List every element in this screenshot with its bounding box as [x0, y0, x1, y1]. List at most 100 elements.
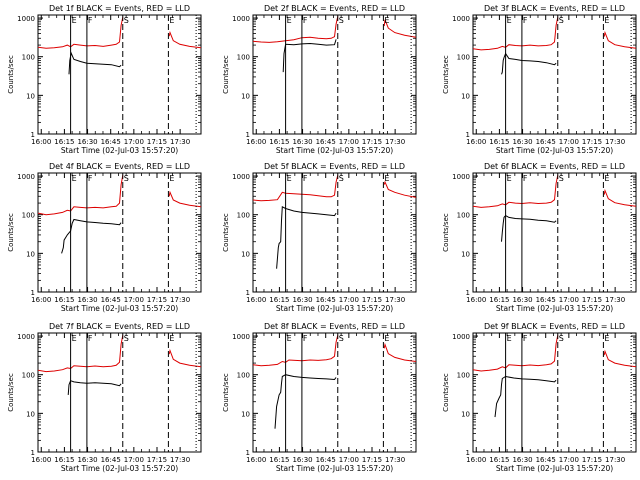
y-tick-label: 10 — [461, 92, 470, 100]
y-tick-label: 10 — [26, 410, 35, 418]
detector-panel: Det 9f BLACK = Events, RED = LLD 1 10 100 10… — [442, 322, 637, 473]
y-tick-label: 1000 — [232, 333, 250, 341]
events-series-line — [501, 52, 557, 75]
y-axis-title: Counts/sec — [222, 213, 230, 252]
plot-frame — [37, 14, 202, 135]
x-tick-label: 16:15 — [269, 456, 289, 464]
panel-title: Det 7f BLACK = Events, RED = LLD — [49, 322, 190, 331]
events-series-line — [67, 380, 122, 395]
x-axis-title: Start Time (02-Jul-03 15:57:20) — [496, 464, 613, 473]
x-tick-label: 16:45 — [101, 296, 121, 304]
marker-label: E — [169, 174, 174, 183]
panel-title: Det 5f BLACK = Events, RED = LLD — [264, 162, 405, 171]
x-tick-label: 16:45 — [316, 138, 336, 146]
x-tick-label: 17:15 — [147, 456, 167, 464]
data-layer — [473, 175, 636, 242]
marker-label: F — [523, 334, 528, 343]
panel-title: Det 2f BLACK = Events, RED = LLD — [264, 4, 405, 13]
y-tick-label: 1 — [466, 289, 470, 297]
marker-label: E — [384, 174, 389, 183]
y-tick-label: 1000 — [17, 173, 35, 181]
y-tick-label: 10 — [241, 410, 250, 418]
x-tick-label: 17:15 — [582, 296, 602, 304]
x-tick-label: 16:00 — [466, 456, 486, 464]
y-tick-label: 1 — [246, 289, 250, 297]
marker-label: E — [507, 174, 512, 183]
x-tick-label: 17:30 — [605, 138, 625, 146]
detector-panel: Det 6f BLACK = Events, RED = LLD 1 10 100 10… — [442, 162, 637, 313]
x-tick-label: 16:15 — [54, 456, 74, 464]
x-axis-title: Start Time (02-Jul-03 15:57:20) — [61, 304, 178, 313]
marker-label: S — [124, 334, 129, 343]
x-tick-label: 16:00 — [246, 456, 266, 464]
events-series-line — [276, 206, 337, 269]
data-layer — [38, 175, 201, 254]
y-tick-label: 10 — [461, 250, 470, 258]
marker-label: E — [287, 334, 292, 343]
data-layer — [38, 335, 201, 395]
data-layer — [473, 335, 636, 418]
x-tick-label: 16:15 — [269, 296, 289, 304]
panel-title: Det 8f BLACK = Events, RED = LLD — [264, 322, 405, 331]
marker-label: E — [604, 334, 609, 343]
x-tick-label: 16:00 — [466, 138, 486, 146]
x-tick-label: 17:15 — [147, 138, 167, 146]
marker-label: F — [88, 334, 93, 343]
detector-panel: Det 7f BLACK = Events, RED = LLD 1 10 100 10… — [7, 322, 202, 473]
x-tick-label: 16:00 — [31, 456, 51, 464]
marker-label: F — [303, 174, 308, 183]
marker-label: E — [604, 174, 609, 183]
events-series-line — [501, 214, 557, 242]
lld-series-line — [253, 175, 416, 202]
x-tick-label: 16:00 — [246, 296, 266, 304]
y-axis-title: Counts/sec — [442, 213, 450, 252]
marker-label: E — [507, 334, 512, 343]
y-tick-label: 1 — [31, 131, 35, 139]
lld-series-line — [253, 335, 416, 367]
x-tick-label: 16:30 — [512, 456, 532, 464]
lld-series-line — [473, 335, 636, 372]
y-tick-label: 1 — [466, 131, 470, 139]
x-tick-label: 16:00 — [31, 138, 51, 146]
x-tick-label: 16:45 — [101, 456, 121, 464]
x-axis-title: Start Time (02-Jul-03 15:57:20) — [496, 146, 613, 155]
detector-panel: Det 4f BLACK = Events, RED = LLD 1 10 100 10… — [7, 162, 202, 313]
marker-label: E — [169, 16, 174, 25]
x-tick-label: 16:45 — [316, 296, 336, 304]
data-layer — [38, 17, 201, 75]
x-tick-label: 16:30 — [77, 456, 97, 464]
y-axis-title: Counts/sec — [222, 55, 230, 94]
y-tick-label: 1 — [466, 449, 470, 457]
x-tick-label: 16:45 — [536, 138, 556, 146]
detector-panel: Det 1f BLACK = Events, RED = LLD 1 10 100 10… — [7, 4, 202, 155]
x-tick-label: 17:15 — [147, 296, 167, 304]
x-axis-title: Start Time (02-Jul-03 15:57:20) — [61, 464, 178, 473]
events-series-line — [274, 374, 337, 429]
panel-title: Det 4f BLACK = Events, RED = LLD — [49, 162, 190, 171]
x-tick-label: 17:00 — [339, 138, 359, 146]
marker-label: F — [88, 174, 93, 183]
y-tick-label: 100 — [237, 372, 250, 380]
y-tick-label: 10 — [26, 250, 35, 258]
y-tick-label: 100 — [22, 54, 35, 62]
x-tick-label: 17:15 — [582, 138, 602, 146]
data-layer — [253, 175, 416, 269]
data-layer — [253, 335, 416, 429]
x-tick-label: 17:30 — [605, 296, 625, 304]
y-tick-label: 1000 — [232, 173, 250, 181]
x-tick-label: 16:15 — [489, 456, 509, 464]
marker-label: S — [124, 16, 129, 25]
events-series-line — [61, 218, 122, 254]
marker-label: F — [303, 16, 308, 25]
x-tick-label: 16:30 — [292, 138, 312, 146]
marker-label: E — [384, 16, 389, 25]
x-tick-label: 16:45 — [101, 138, 121, 146]
x-tick-label: 17:00 — [559, 456, 579, 464]
y-axis-title: Counts/sec — [442, 55, 450, 94]
x-axis-title: Start Time (02-Jul-03 15:57:20) — [276, 464, 393, 473]
detector-panel: Det 5f BLACK = Events, RED = LLD 1 10 100 10… — [222, 162, 417, 313]
detector-panel: Det 3f BLACK = Events, RED = LLD 1 10 100 10… — [442, 4, 637, 155]
x-tick-label: 16:15 — [54, 296, 74, 304]
y-axis-title: Counts/sec — [442, 373, 450, 412]
